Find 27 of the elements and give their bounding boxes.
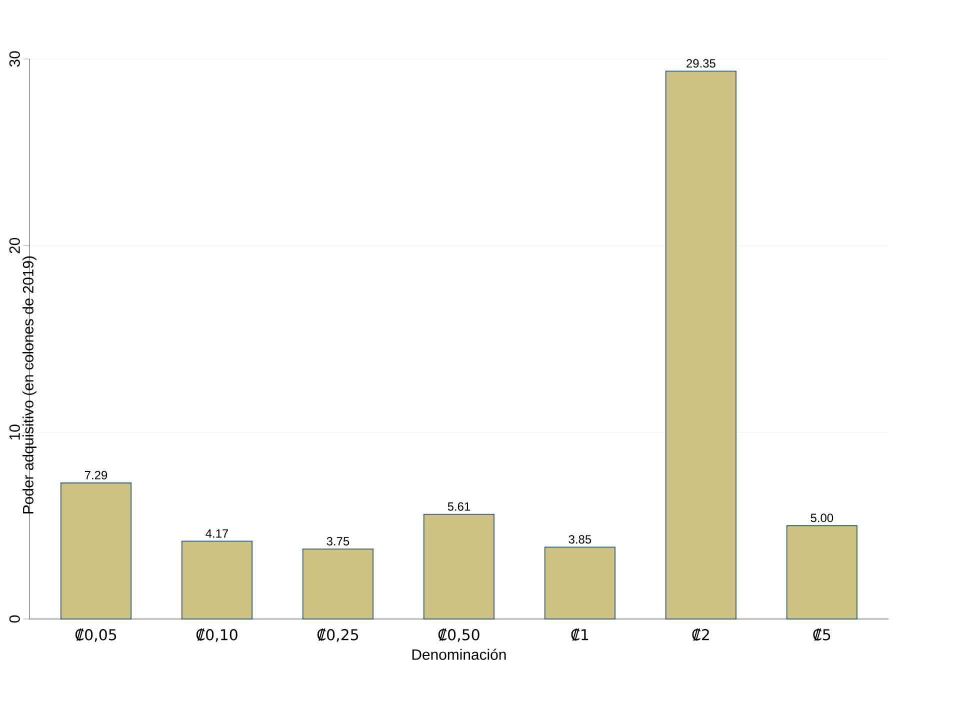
bar [665,70,736,620]
bar [786,525,858,620]
x-tick-label: ₡1 [571,628,588,641]
data-label: 5.61 [448,502,470,511]
x-tick-label: ₡5 [813,628,830,641]
bar [544,546,616,620]
y-tick-label: 30 [9,51,20,67]
bar [182,540,252,620]
y-tick-label: 10 [9,424,20,440]
bar [60,482,132,620]
x-tick-label: ₡0,50 [438,628,480,642]
y-axis-title: Poder adquisitivo (en colones de 2019) [22,256,36,514]
bar [423,514,494,620]
data-label: 4.17 [206,529,228,538]
x-tick-label: ₡2 [692,628,709,641]
data-label: 29.35 [686,59,716,68]
x-tick-label: ₡0,10 [196,628,238,642]
y-tick-label: 20 [9,238,20,254]
bar [302,548,374,620]
data-label: 3.85 [568,535,592,544]
data-label: 3.75 [326,537,350,546]
x-tick-label: ₡0,05 [75,628,116,642]
x-tick-label: ₡0,25 [317,628,358,642]
data-label: 7.29 [84,470,108,480]
data-label: 5.00 [810,514,834,522]
x-axis-title: Denominación [412,648,506,660]
y-tick-label: 0 [9,615,20,623]
